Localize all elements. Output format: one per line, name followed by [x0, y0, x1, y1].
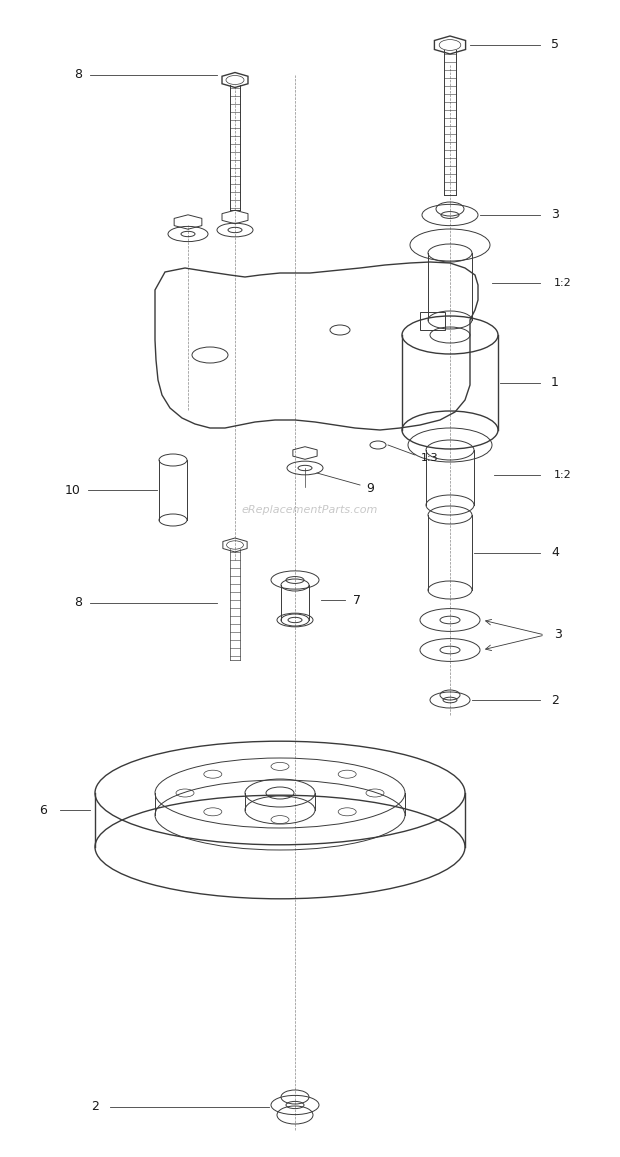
- Text: 6: 6: [39, 803, 47, 817]
- Text: 8: 8: [74, 597, 82, 610]
- Text: eReplacementParts.com: eReplacementParts.com: [242, 504, 378, 515]
- Text: 1:2: 1:2: [554, 278, 572, 288]
- Text: 2: 2: [551, 693, 559, 707]
- Text: 1:3: 1:3: [421, 454, 439, 463]
- Text: 1: 1: [551, 376, 559, 390]
- Text: 2: 2: [91, 1100, 99, 1113]
- Text: 3: 3: [551, 208, 559, 221]
- Text: 5: 5: [551, 38, 559, 52]
- Text: 7: 7: [353, 594, 361, 606]
- Text: 8: 8: [74, 68, 82, 81]
- Text: 3: 3: [554, 628, 562, 641]
- Text: 1:2: 1:2: [554, 470, 572, 480]
- Text: 10: 10: [65, 484, 81, 496]
- Text: 9: 9: [366, 481, 374, 494]
- Text: 4: 4: [551, 546, 559, 560]
- Bar: [420, 312, 445, 330]
